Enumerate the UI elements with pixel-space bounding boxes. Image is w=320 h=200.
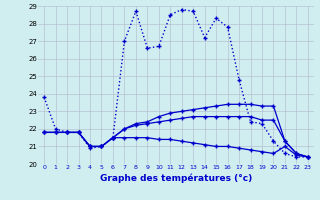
X-axis label: Graphe des températures (°c): Graphe des températures (°c)	[100, 173, 252, 183]
